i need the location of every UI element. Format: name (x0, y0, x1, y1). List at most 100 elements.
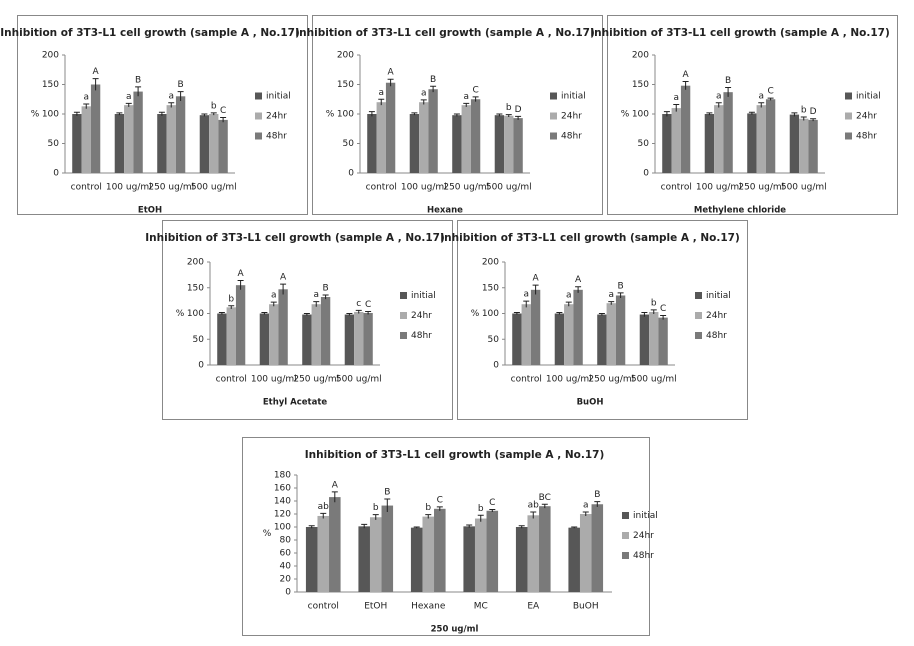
x-tick-label: control (511, 375, 542, 385)
error-bar (496, 113, 503, 117)
chart-panel: Inhibition of 3T3-L1 cell growth (sample… (440, 220, 748, 420)
significance-letter: a (126, 92, 132, 102)
error-bar (201, 113, 208, 117)
y-tick-label: 20 (280, 575, 292, 585)
error-bar (715, 102, 722, 108)
x-tick-label: BuOH (573, 602, 599, 612)
y-tick-label: 0 (198, 361, 204, 371)
significance-letter: b (425, 503, 431, 513)
bar (662, 114, 672, 173)
significance-letter: C (220, 106, 226, 116)
bar (81, 106, 91, 173)
legend-swatch (400, 292, 407, 299)
legend-swatch (622, 552, 629, 559)
error-bar (177, 91, 184, 102)
legend-swatch (255, 92, 262, 100)
error-bar (384, 498, 391, 513)
legend-label: 48hr (856, 132, 877, 142)
bar (799, 118, 809, 173)
legend-label: initial (856, 92, 881, 102)
bar (369, 517, 382, 592)
legend-label: initial (706, 291, 731, 301)
y-tick-label: 150 (632, 80, 649, 90)
bar (376, 102, 386, 173)
significance-letter: B (178, 80, 184, 90)
bar (278, 289, 288, 365)
bar (658, 317, 668, 365)
legend-swatch (845, 112, 852, 120)
error-bar (608, 301, 615, 305)
bar (808, 119, 818, 173)
bar (765, 99, 776, 173)
error-bar (228, 305, 235, 309)
bar (504, 115, 514, 173)
x-tick-label: 500 ug/ml (336, 375, 382, 385)
legend-swatch (845, 92, 852, 100)
y-tick-label: 200 (337, 51, 354, 61)
significance-letter: B (430, 75, 436, 85)
x-tick-label: 500 ug/ml (191, 183, 237, 193)
y-tick-label: 0 (348, 169, 354, 179)
y-tick-label: 150 (482, 283, 499, 293)
error-bar (767, 97, 774, 101)
x-tick-label: 500 ug/ml (781, 183, 827, 193)
chart-title: Inhibition of 3T3-L1 cell growth (sample… (440, 232, 740, 244)
bar (649, 311, 659, 365)
y-tick-label: 100 (274, 523, 291, 533)
y-tick-label: 50 (488, 335, 500, 345)
significance-letter: B (618, 281, 624, 291)
y-axis-label: % (263, 529, 272, 539)
error-bar (530, 511, 537, 519)
x-axis-label: Ethyl Acetate (263, 398, 328, 408)
error-bar (125, 102, 132, 107)
error-bar (420, 99, 427, 105)
y-tick-label: 100 (337, 110, 354, 120)
bar (756, 105, 766, 173)
bar (320, 297, 331, 365)
error-bar (673, 104, 680, 112)
bar (157, 114, 167, 173)
error-bar (489, 508, 496, 513)
error-bar (378, 98, 385, 106)
y-tick-label: 200 (42, 51, 59, 61)
bar (723, 92, 733, 173)
significance-letter: B (323, 283, 329, 293)
x-axis-label: BuOH (577, 398, 604, 408)
legend-label: initial (266, 92, 291, 102)
significance-letter: b (211, 101, 217, 111)
error-bar (758, 102, 765, 108)
legend-label: 48hr (266, 132, 287, 142)
significance-letter: C (365, 300, 371, 310)
x-tick-label: 250 ug/ml (293, 375, 339, 385)
error-bar (556, 311, 563, 315)
significance-letter: A (238, 269, 245, 279)
significance-letter: C (472, 85, 478, 95)
error-bar (663, 111, 670, 117)
legend-label: 24hr (266, 112, 287, 122)
significance-letter: b (651, 298, 657, 308)
error-bar (641, 311, 648, 317)
error-bar (261, 311, 268, 315)
x-tick-label: 500 ug/ml (486, 183, 532, 193)
x-tick-label: 250 ug/ml (148, 183, 194, 193)
error-bar (220, 117, 227, 123)
significance-letter: A (533, 274, 540, 284)
x-tick-label: 100 ug/ml (696, 183, 742, 193)
error-bar (617, 292, 624, 299)
x-tick-label: 250 ug/ml (443, 183, 489, 193)
bar (428, 89, 438, 173)
significance-letter: A (388, 68, 395, 78)
error-bar (523, 300, 530, 308)
legend-swatch (255, 112, 262, 120)
error-bar (453, 113, 460, 117)
legend-label: 48hr (561, 132, 582, 142)
error-bar (270, 301, 277, 307)
significance-letter: a (271, 291, 277, 301)
significance-letter: a (421, 88, 427, 98)
error-bar (725, 86, 732, 97)
error-bar (92, 78, 99, 91)
bar (671, 108, 681, 173)
y-tick-label: 50 (48, 139, 60, 149)
significance-letter: a (673, 93, 679, 103)
chart-panel: Inhibition of 3T3-L1 cell growth (sample… (590, 15, 898, 216)
